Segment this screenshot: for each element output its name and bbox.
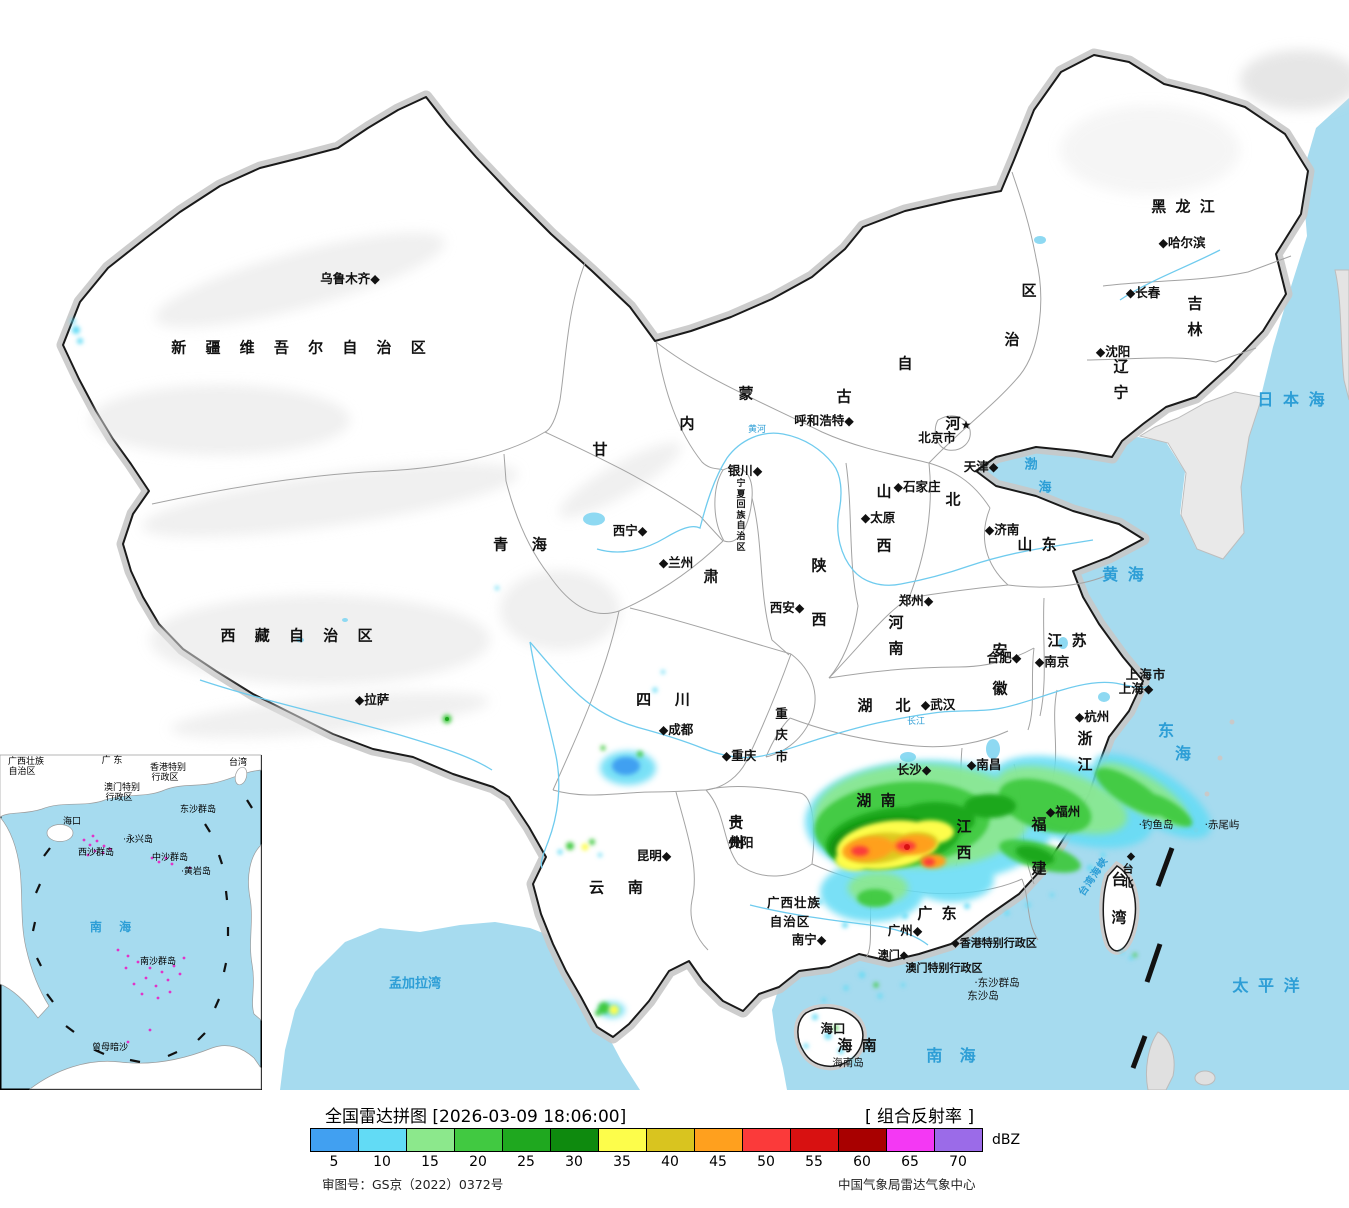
radar-map-canvas bbox=[0, 0, 1349, 1090]
colorbar-cell-35 bbox=[599, 1128, 647, 1152]
colorbar-tick-55: 55 bbox=[805, 1154, 823, 1170]
colorbar-tick-60: 60 bbox=[853, 1154, 871, 1170]
colorbar-cell-5 bbox=[311, 1128, 359, 1152]
colorbar-tick-15: 15 bbox=[421, 1154, 439, 1170]
colorbar-tick-45: 45 bbox=[709, 1154, 727, 1170]
philippines-island bbox=[1194, 1070, 1216, 1086]
colorbar-cell-65 bbox=[887, 1128, 935, 1152]
radar-map: 黑 龙 江吉 林辽 宁新 疆 维 吾 尔 自 治 区内蒙古自治区甘肃青 海西 藏… bbox=[0, 0, 1349, 1090]
colorbar-tick-70: 70 bbox=[949, 1154, 967, 1170]
colorbar-cell-50 bbox=[743, 1128, 791, 1152]
colorbar-tick-20: 20 bbox=[469, 1154, 487, 1170]
inset-island-marks bbox=[82, 834, 192, 1044]
product-title: [ 组合反射率 ] bbox=[865, 1107, 975, 1127]
map-title: 全国雷达拼图 [2026-03-09 18:06:00] bbox=[325, 1107, 627, 1127]
colorbar-tick-35: 35 bbox=[613, 1154, 631, 1170]
colorbar-tick-40: 40 bbox=[661, 1154, 679, 1170]
japan-islands bbox=[1334, 269, 1349, 401]
colorbar-tick-30: 30 bbox=[565, 1154, 583, 1170]
colorbar bbox=[310, 1128, 983, 1152]
taiwan-island bbox=[1102, 865, 1137, 952]
colorbar-tick-50: 50 bbox=[757, 1154, 775, 1170]
korea-peninsula bbox=[1138, 391, 1263, 560]
colorbar-unit-label: dBZ bbox=[992, 1132, 1021, 1148]
rivers bbox=[199, 249, 1221, 946]
colorbar-cell-30 bbox=[551, 1128, 599, 1152]
legend-panel: 全国雷达拼图 [2026-03-09 18:06:00] [ 组合反射率 ] 5… bbox=[0, 1090, 1349, 1208]
data-source-label: 中国气象局雷达气象中心 bbox=[838, 1177, 976, 1192]
inset-map bbox=[0, 754, 262, 1090]
colorbar-cell-45 bbox=[695, 1128, 743, 1152]
colorbar-tick-5: 5 bbox=[329, 1154, 339, 1170]
colorbar-cell-70 bbox=[935, 1128, 983, 1152]
terrain-shading bbox=[90, 105, 1240, 738]
boundary-dashes bbox=[1130, 847, 1175, 1069]
lakes bbox=[296, 236, 1110, 762]
russia-terrain bbox=[1240, 50, 1349, 110]
radar-echoes bbox=[70, 318, 1212, 1064]
colorbar-tick-10: 10 bbox=[373, 1154, 391, 1170]
colorbar-cell-40 bbox=[647, 1128, 695, 1152]
colorbar-cell-20 bbox=[455, 1128, 503, 1152]
colorbar-cell-25 bbox=[503, 1128, 551, 1152]
colorbar-cell-60 bbox=[839, 1128, 887, 1152]
colorbar-cell-10 bbox=[359, 1128, 407, 1152]
colorbar-tick-25: 25 bbox=[517, 1154, 535, 1170]
map-approval-number: 审图号：GS京（2022）0372号 bbox=[322, 1177, 504, 1192]
philippines bbox=[1145, 1031, 1175, 1090]
colorbar-tick-65: 65 bbox=[901, 1154, 919, 1170]
colorbar-ticks: 5 10 15 20 25 30 35 40 45 50 55 60 65 70 bbox=[310, 1154, 982, 1170]
inset-boundary-dashes bbox=[31, 799, 253, 1064]
colorbar-cell-15 bbox=[407, 1128, 455, 1152]
colorbar-cell-55 bbox=[791, 1128, 839, 1152]
